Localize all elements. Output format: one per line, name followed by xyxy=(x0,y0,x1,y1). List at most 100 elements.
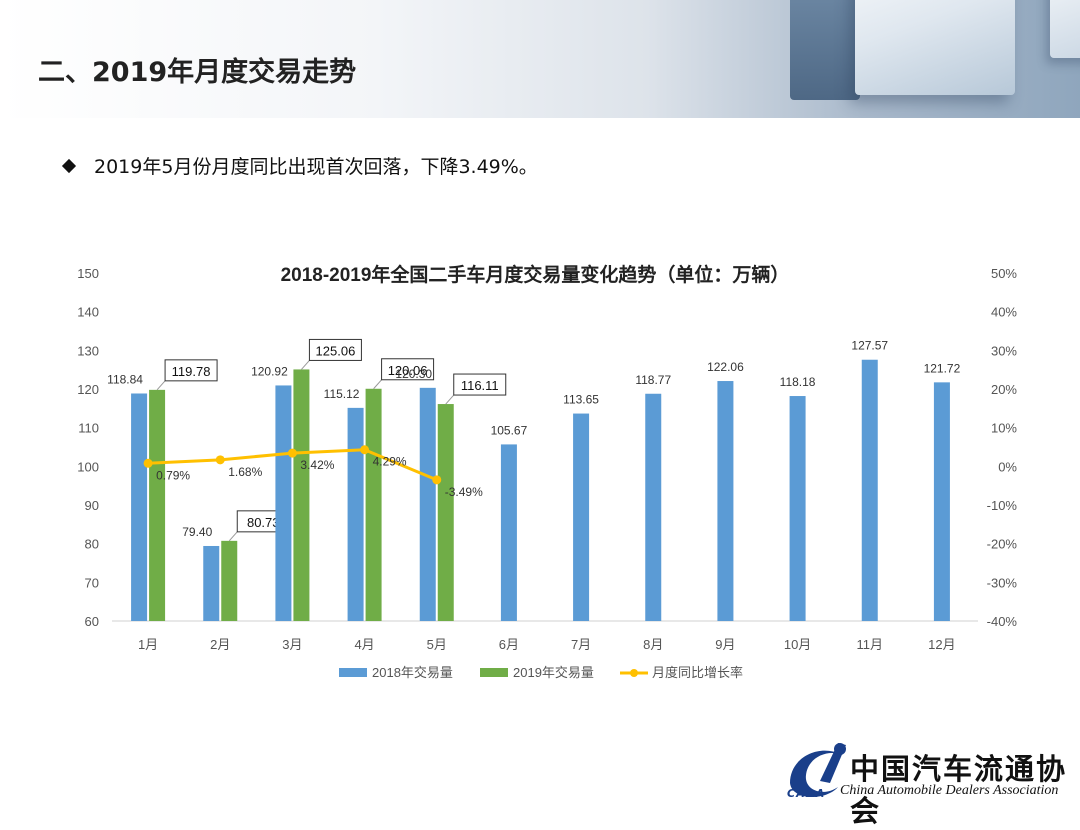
x-tick-label: 3月 xyxy=(282,637,302,652)
data-label-2019: 120.06 xyxy=(388,363,428,378)
bar-2018 xyxy=(419,387,436,621)
data-label-box-2019 xyxy=(308,338,362,361)
chart-title: 2018-2019年全国二手车月度交易量变化趋势（单位：万辆） xyxy=(281,263,790,286)
y-left-tick-label: 110 xyxy=(78,421,99,436)
bar-2018 xyxy=(131,393,148,621)
y-right-tick-label: 0% xyxy=(998,459,1017,474)
y-right-tick-label: 40% xyxy=(991,305,1017,320)
legend-label-2019: 2019年交易量 xyxy=(513,665,594,680)
y-left-tick-label: 150 xyxy=(77,266,99,281)
data-label-box-2019 xyxy=(381,358,435,381)
x-tick-label: 2月 xyxy=(210,637,230,652)
growth-rate-point xyxy=(432,475,442,485)
data-label-2018: 105.67 xyxy=(491,423,528,437)
legend-swatch-growth-point xyxy=(630,669,638,677)
logo-name-en: China Automobile Dealers Association xyxy=(840,783,1059,798)
data-label-box-2019 xyxy=(164,359,218,382)
bar-2018 xyxy=(717,381,734,621)
data-label-2018: 118.84 xyxy=(107,372,143,386)
header-banner: 二、2019年月度交易走势 xyxy=(0,0,1080,118)
y-left-tick-label: 70 xyxy=(85,575,99,590)
bullet-point: 2019年5月份月度同比出现首次回落，下降3.49%。 xyxy=(61,152,538,179)
x-tick-label: 6月 xyxy=(499,637,519,652)
bar-2018 xyxy=(861,359,878,621)
growth-rate-label: 4.29% xyxy=(373,455,407,469)
data-label-2018: 115.12 xyxy=(324,387,360,401)
growth-rate-label: -3.49% xyxy=(445,485,483,499)
legend-label-growth: 月度同比增长率 xyxy=(652,665,743,680)
growth-rate-point xyxy=(287,448,297,458)
data-label-2019: 80.73 xyxy=(247,515,280,530)
y-right-tick-label: -40% xyxy=(987,614,1018,629)
y-right-tick-label: 30% xyxy=(991,343,1017,358)
data-label-2018: 120.92 xyxy=(251,364,288,378)
x-tick-label: 5月 xyxy=(427,637,447,652)
bar-2018 xyxy=(573,413,590,621)
chart: 2018-2019年全国二手车月度交易量变化趋势（单位：万辆） 150 140 130… xyxy=(77,263,1018,680)
cada-logo-icon xyxy=(790,743,846,798)
bar-2018 xyxy=(500,444,517,621)
x-tick-label: 1月 xyxy=(138,637,158,652)
bar-2019 xyxy=(437,404,454,621)
y-right-tick-label: -10% xyxy=(987,498,1018,513)
y-left-tick-label: 140 xyxy=(77,305,99,320)
data-label-leader-2019 xyxy=(156,380,166,391)
bar-2019 xyxy=(149,389,166,621)
x-tick-label: 11月 xyxy=(857,637,884,652)
bar-2018 xyxy=(275,385,292,621)
y-right-tick-label: -30% xyxy=(987,575,1018,590)
decorative-block xyxy=(790,0,860,100)
bar-2019 xyxy=(365,388,382,621)
data-label-2018: 79.40 xyxy=(182,525,212,539)
data-label-leader-2019 xyxy=(228,531,238,542)
y-left-tick-label: 60 xyxy=(85,614,99,629)
legend-swatch-2019 xyxy=(480,668,508,677)
legend-label-2018: 2018年交易量 xyxy=(372,665,453,680)
y-right-tick-label: 20% xyxy=(991,382,1017,397)
growth-rate-label: 1.68% xyxy=(228,465,262,479)
x-tick-label: 10月 xyxy=(784,637,811,652)
data-label-2019: 119.78 xyxy=(172,364,211,379)
growth-rate-point xyxy=(215,455,225,465)
data-label-2018: 122.06 xyxy=(707,360,744,374)
growth-rate-label: 3.42% xyxy=(300,458,334,472)
y-left-tick-label: 90 xyxy=(85,498,99,513)
y-left-tick-label: 130 xyxy=(77,343,99,358)
legend-swatch-2018 xyxy=(339,668,367,677)
y-left-tick-label: 120 xyxy=(77,382,99,397)
data-label-2018: 118.77 xyxy=(635,373,671,387)
data-label-2018: 120.30 xyxy=(395,367,432,381)
bar-2018 xyxy=(645,393,662,621)
y-right-tick-label: 10% xyxy=(991,421,1017,436)
bar-2018 xyxy=(789,396,806,621)
y-right-tick-label: 50% xyxy=(991,266,1017,281)
data-label-2018: 118.18 xyxy=(780,375,816,389)
data-label-2019: 116.11 xyxy=(461,378,499,393)
data-label-2018: 113.65 xyxy=(563,393,599,407)
y-left-tick-label: 100 xyxy=(77,459,99,474)
decorative-cube xyxy=(855,0,1015,95)
logo-abbr: CADA xyxy=(787,787,826,800)
x-tick-label: 4月 xyxy=(354,637,374,652)
growth-rate-point xyxy=(360,445,370,455)
data-label-leader-2019 xyxy=(445,394,455,405)
data-label-2018: 127.57 xyxy=(851,339,888,353)
data-label-2019: 125.06 xyxy=(316,343,356,358)
page-title: 二、2019年月度交易走势 xyxy=(38,57,357,88)
growth-rate-point xyxy=(143,458,153,468)
bar-2019 xyxy=(293,369,310,621)
bar-2018 xyxy=(933,382,950,621)
y-right-tick-label: -20% xyxy=(987,537,1018,552)
data-label-2018: 121.72 xyxy=(924,361,961,375)
bullet-text: 2019年5月份月度同比出现首次回落，下降3.49%。 xyxy=(94,156,538,178)
decorative-cube-small xyxy=(1050,0,1080,58)
growth-rate-label: 0.79% xyxy=(156,468,190,482)
x-tick-label: 7月 xyxy=(571,637,591,652)
data-label-leader-2019 xyxy=(301,360,310,370)
bar-2019 xyxy=(221,540,238,621)
x-tick-label: 12月 xyxy=(928,637,955,652)
bar-2018 xyxy=(347,407,364,621)
data-label-leader-2019 xyxy=(373,379,382,390)
x-tick-label: 8月 xyxy=(643,637,663,652)
data-label-box-2019 xyxy=(453,373,507,396)
